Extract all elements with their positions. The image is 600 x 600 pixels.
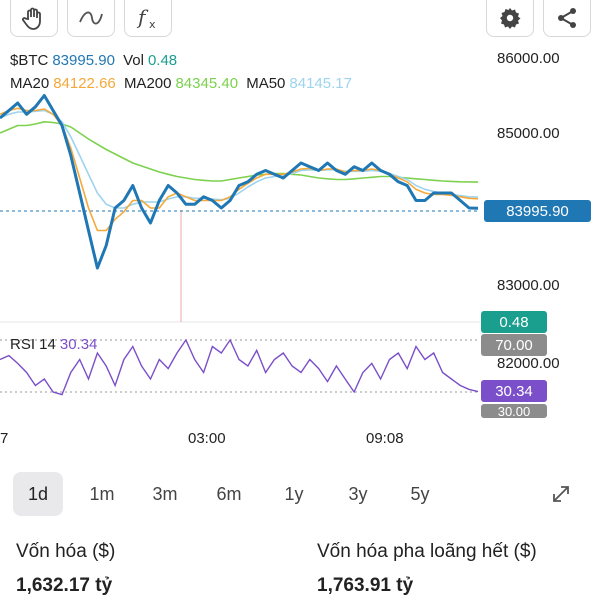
vol-label: Vol	[123, 52, 144, 69]
symbol-label: $BTC	[10, 52, 49, 69]
settings-button[interactable]	[486, 0, 534, 37]
timeframe-1y[interactable]: 1y	[284, 483, 304, 504]
time-axis-label-1: 03:00	[188, 430, 226, 447]
market-cap-label: Vốn hóa ($)	[16, 541, 116, 562]
rsi-legend-value: 30.34	[59, 336, 98, 353]
price-axis-label-83000: 83000.00	[497, 277, 560, 294]
fdv-value: 1,763.91 tỷ	[317, 575, 414, 596]
timeframe-3y[interactable]: 3y	[348, 483, 368, 504]
rsi-legend: RSI 14 30.34	[10, 336, 101, 353]
expand-button[interactable]	[541, 472, 581, 516]
ma20-line	[0, 107, 479, 232]
rsi-lower-tag-text: 30.00	[497, 404, 531, 418]
market-cap-value: 1,632.17 tỷ	[16, 575, 113, 596]
gear-icon	[500, 8, 521, 29]
timeframe-5y[interactable]: 5y	[410, 483, 430, 504]
line-tool-button[interactable]	[67, 0, 115, 37]
volume-tag: 0.48	[481, 311, 547, 333]
line-tool-icon	[79, 11, 103, 25]
rsi-line	[0, 338, 479, 396]
rsi-upper-tag: 70.00	[481, 334, 547, 356]
time-axis-label-2: 09:08	[366, 430, 404, 447]
vol-value: 0.48	[147, 52, 178, 69]
legend-row-1: $BTC 83995.90 Vol 0.48	[10, 52, 181, 69]
share-icon	[558, 8, 576, 28]
rsi-value-tag: 30.34	[481, 380, 547, 402]
rsi-lower-tag: 30.00	[481, 404, 547, 418]
legend-row-2: MA20 84122.66 MA200 84345.40 MA50 84145.17	[10, 75, 356, 92]
ma20-label: MA20	[10, 75, 50, 92]
svg-text:x: x	[149, 18, 156, 31]
timeframe-1d[interactable]: 1d	[13, 472, 63, 516]
hand-tool-button[interactable]	[10, 0, 58, 37]
timeframe-3m[interactable]: 3m	[152, 483, 178, 504]
expand-icon	[553, 486, 569, 502]
share-button[interactable]	[543, 0, 591, 37]
symbol-price: 83995.90	[52, 52, 115, 69]
indicator-fx-icon: f x	[136, 5, 156, 31]
indicator-button[interactable]: f x	[124, 0, 172, 37]
time-axis-label-0: 7	[0, 430, 9, 447]
timeframe-6m[interactable]: 6m	[216, 483, 242, 504]
ma50-value: 84145.17	[289, 75, 352, 92]
hand-icon	[22, 7, 41, 30]
rsi-value-tag-text: 30.34	[495, 382, 533, 400]
current-price-tag: 83995.90	[484, 200, 591, 222]
price-line	[0, 94, 479, 270]
volume-tag-text: 0.48	[499, 313, 529, 331]
rsi-label: RSI 14	[10, 336, 56, 353]
current-price-tag-text: 83995.90	[506, 202, 569, 220]
ma50-line	[0, 109, 479, 209]
ma200-label: MA200	[123, 75, 172, 92]
price-axis-label-85000: 85000.00	[497, 125, 560, 142]
timeframe-1m[interactable]: 1m	[89, 483, 115, 504]
ma50-label: MA50	[246, 75, 286, 92]
fdv-label: Vốn hóa pha loãng hết ($)	[317, 541, 537, 562]
price-axis-label-86000: 86000.00	[497, 50, 560, 67]
price-axis-label-82000: 82000.00	[497, 355, 560, 372]
price-chart[interactable]	[0, 0, 480, 420]
rsi-upper-tag-text: 70.00	[495, 336, 533, 354]
ma20-value: 84122.66	[53, 75, 116, 92]
ma200-value: 84345.40	[175, 75, 239, 92]
